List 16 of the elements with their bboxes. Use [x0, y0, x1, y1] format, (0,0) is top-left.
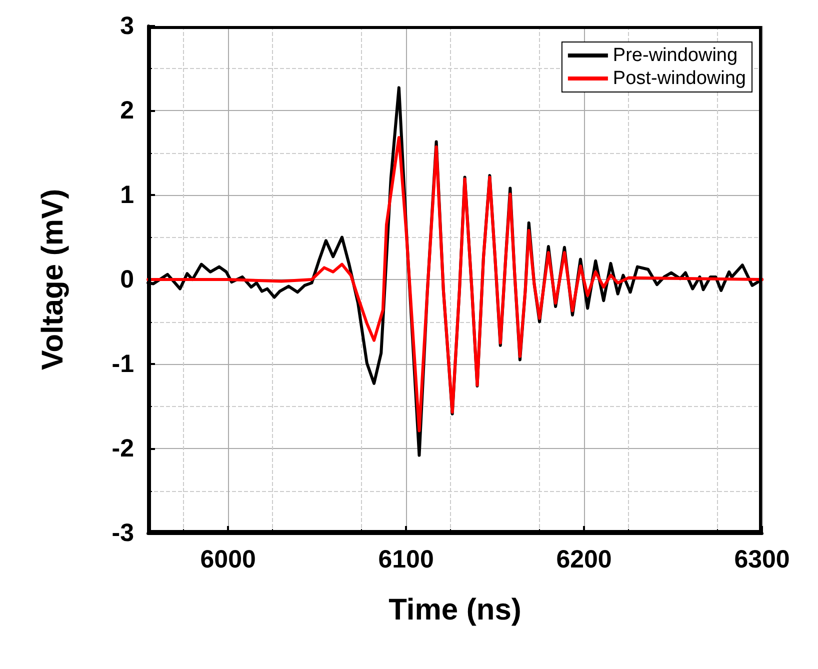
y-tick-label: -3	[112, 519, 134, 547]
y-tick-label: -1	[112, 350, 134, 378]
y-tick-label: 1	[120, 181, 134, 209]
legend-label: Post-windowing	[612, 68, 746, 89]
x-axis-title: Time (ns)	[388, 594, 522, 626]
y-tick-label: -2	[112, 434, 134, 462]
x-tick-label: 6100	[378, 546, 434, 574]
legend-label: Pre-windowing	[612, 45, 738, 66]
y-tick-label: 0	[120, 266, 134, 294]
y-tick-label: 2	[120, 96, 134, 124]
y-tick-label: 3	[120, 12, 134, 40]
x-tick-label: 6300	[734, 546, 790, 574]
y-axis-title: Voltage (mV)	[36, 188, 70, 370]
x-tick-label: 6200	[556, 546, 612, 574]
line-series	[146, 136, 764, 432]
x-tick-label: 6000	[200, 546, 256, 574]
